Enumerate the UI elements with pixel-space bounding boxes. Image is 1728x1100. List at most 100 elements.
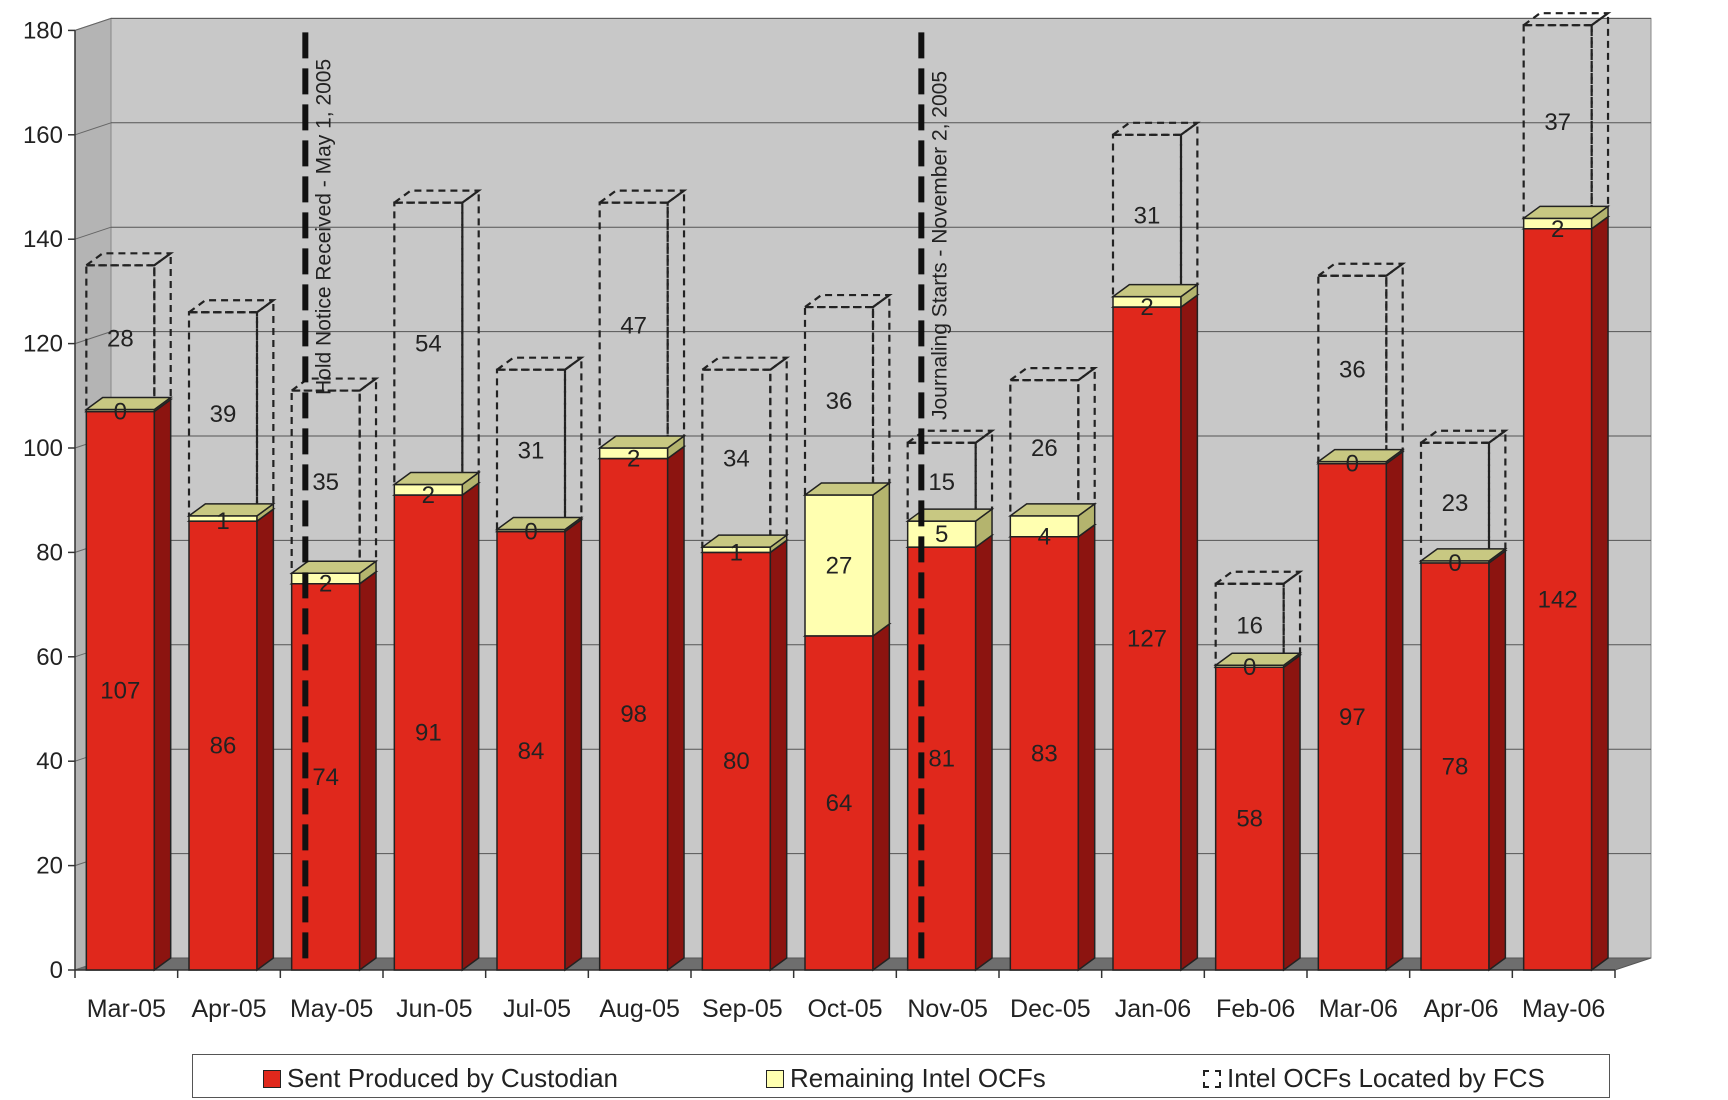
data-label-custodian: 80 xyxy=(723,748,750,775)
data-label-remaining: 2 xyxy=(422,482,435,509)
y-tick-label: 0 xyxy=(50,957,63,984)
x-tick-label: Mar-05 xyxy=(87,995,166,1023)
legend-item-located: Intel OCFs Located by FCS xyxy=(1203,1063,1545,1094)
data-label-located: 47 xyxy=(620,312,647,339)
data-label-remaining: 2 xyxy=(1140,294,1153,321)
data-label-remaining: 2 xyxy=(627,445,640,472)
bar-segment-located-top xyxy=(288,377,380,392)
data-label-remaining: 0 xyxy=(114,398,127,425)
data-label-remaining: 0 xyxy=(1346,451,1359,478)
bar-segment-located-top xyxy=(596,189,688,204)
annotation-label: Hold Notice Received - May 1, 2005 xyxy=(312,59,335,395)
bar-segment-side xyxy=(358,570,377,972)
data-label-custodian: 127 xyxy=(1127,626,1167,653)
legend-label: Remaining Intel OCFs xyxy=(790,1063,1046,1093)
bar-segment-located-side xyxy=(1590,11,1610,221)
gridline-side xyxy=(74,122,112,136)
bar-segment-located-top xyxy=(493,356,585,371)
bar-segment-top xyxy=(597,435,687,449)
bar-segment-located-side xyxy=(1487,428,1507,566)
data-label-custodian: 142 xyxy=(1538,586,1578,613)
data-label-remaining: 0 xyxy=(1243,654,1256,681)
gridline-side xyxy=(74,17,112,31)
bar-segment-side xyxy=(1385,450,1404,972)
bar-segment-located-side xyxy=(358,376,378,576)
bar-segment-top xyxy=(802,482,892,496)
legend-swatch-dashed xyxy=(1203,1069,1221,1088)
y-tick-label: 80 xyxy=(36,539,63,566)
bar-segment-side xyxy=(153,397,172,972)
bar-segment-located-front xyxy=(85,264,156,413)
x-tick-label: Apr-06 xyxy=(1423,995,1498,1023)
y-tick-label: 40 xyxy=(36,748,63,775)
x-tick-label: Dec-05 xyxy=(1010,995,1091,1023)
data-label-located: 36 xyxy=(826,388,853,415)
bar-segment-side xyxy=(461,481,480,972)
data-label-custodian: 97 xyxy=(1339,704,1366,731)
x-tick-label: Mar-06 xyxy=(1319,995,1398,1023)
data-label-custodian: 74 xyxy=(312,764,339,791)
data-label-remaining: 5 xyxy=(935,521,948,548)
x-tick-label: Jan-06 xyxy=(1115,995,1191,1023)
data-label-custodian: 83 xyxy=(1031,740,1058,767)
data-label-located: 28 xyxy=(107,325,134,352)
bar-segment-top xyxy=(186,503,276,517)
data-label-located: 31 xyxy=(1134,203,1161,230)
data-label-located: 39 xyxy=(210,401,237,428)
legend-item-custodian: Sent Produced by Custodian xyxy=(263,1063,618,1094)
data-label-custodian: 84 xyxy=(518,738,545,765)
annotation-label: Journaling Starts - November 2, 2005 xyxy=(928,71,951,420)
bar-segment-located-front xyxy=(1009,379,1080,517)
data-label-located: 16 xyxy=(1236,612,1263,639)
bar-segment-top xyxy=(289,560,379,575)
data-label-custodian: 78 xyxy=(1442,753,1469,780)
bar-segment-located-top xyxy=(82,252,175,267)
legend-label: Intel OCFs Located by FCS xyxy=(1227,1063,1545,1093)
bar-segment-side xyxy=(872,622,891,972)
legend-item-remaining: Remaining Intel OCFs xyxy=(766,1063,1046,1094)
x-tick-label: Jul-05 xyxy=(503,995,571,1023)
x-tick-label: Oct-05 xyxy=(807,995,882,1023)
bar-segment-side xyxy=(1077,523,1096,972)
x-tick-label: Sep-05 xyxy=(702,995,783,1023)
bar-segment-top xyxy=(700,534,789,548)
data-label-custodian: 86 xyxy=(210,733,237,760)
bar-segment-side xyxy=(872,481,891,638)
data-label-located: 15 xyxy=(928,469,955,496)
gridline-side xyxy=(74,331,112,345)
bar-segment-side xyxy=(974,533,993,972)
y-tick-label: 180 xyxy=(23,17,63,44)
data-label-located: 36 xyxy=(1339,357,1366,384)
bar-segment-located-top xyxy=(390,189,483,204)
data-label-located: 54 xyxy=(415,331,442,358)
bar-segment-top xyxy=(494,516,584,531)
x-tick-label: Nov-05 xyxy=(907,995,988,1023)
data-label-remaining: 4 xyxy=(1038,524,1051,551)
data-label-located: 34 xyxy=(723,445,750,472)
x-tick-label: Aug-05 xyxy=(599,995,680,1023)
data-label-located: 35 xyxy=(312,469,339,496)
x-tick-label: Apr-05 xyxy=(191,995,266,1023)
bar-segment-top xyxy=(392,471,481,486)
bar-segment-side xyxy=(256,507,275,972)
bar-segment-side xyxy=(1590,215,1609,972)
data-label-custodian: 81 xyxy=(928,746,955,773)
data-label-located: 26 xyxy=(1031,435,1058,462)
data-label-remaining: 1 xyxy=(216,508,229,535)
bar-segment-located-top xyxy=(185,299,277,314)
data-label-remaining: 2 xyxy=(1551,216,1564,243)
y-tick-label: 120 xyxy=(23,331,63,358)
bar-segment-top xyxy=(1521,205,1611,220)
bar-segment-located-top xyxy=(1520,12,1612,27)
data-label-custodian: 58 xyxy=(1236,806,1263,833)
legend-swatch-red xyxy=(263,1069,281,1088)
legend-label: Sent Produced by Custodian xyxy=(287,1063,618,1093)
y-tick-label: 20 xyxy=(36,853,63,880)
data-label-custodian: 64 xyxy=(826,790,853,817)
y-tick-label: 140 xyxy=(23,226,63,253)
bar-segment-located-side xyxy=(1282,569,1302,670)
bar-segment-located-top xyxy=(1006,367,1099,382)
x-tick-label: Jun-05 xyxy=(396,995,472,1023)
